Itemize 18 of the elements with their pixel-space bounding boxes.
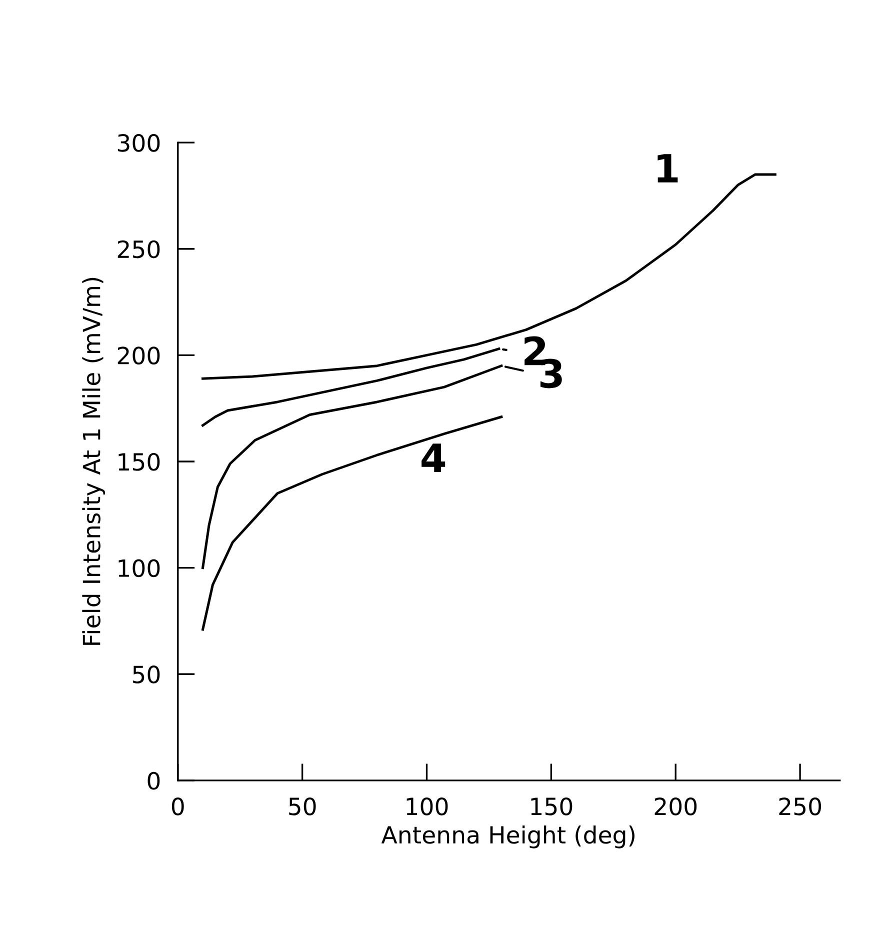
x-axis-title: Antenna Height (deg) [381,825,634,848]
y-tick-label: 300 [118,134,160,152]
x-tick-label: 0 [172,798,184,816]
x-tick-label: 100 [406,798,448,816]
x-tick-label: 150 [531,798,572,816]
y-axis-title: Field Intensity At 1 Mile (mV/m) [82,278,106,645]
y-tick-label: 200 [118,346,160,364]
y-tick-label: 0 [148,772,160,790]
series-label: 1 [658,154,678,182]
line-series [202,416,503,631]
y-tick-label: 250 [118,240,160,258]
y-tick-label: 100 [118,559,160,578]
series-label: 4 [422,444,446,472]
y-tick-label: 150 [118,452,160,471]
y-tick-label: 50 [132,666,160,684]
x-tick-label: 50 [289,798,316,816]
x-tick-label: 200 [654,798,697,816]
x-tick-label: 250 [779,798,822,816]
